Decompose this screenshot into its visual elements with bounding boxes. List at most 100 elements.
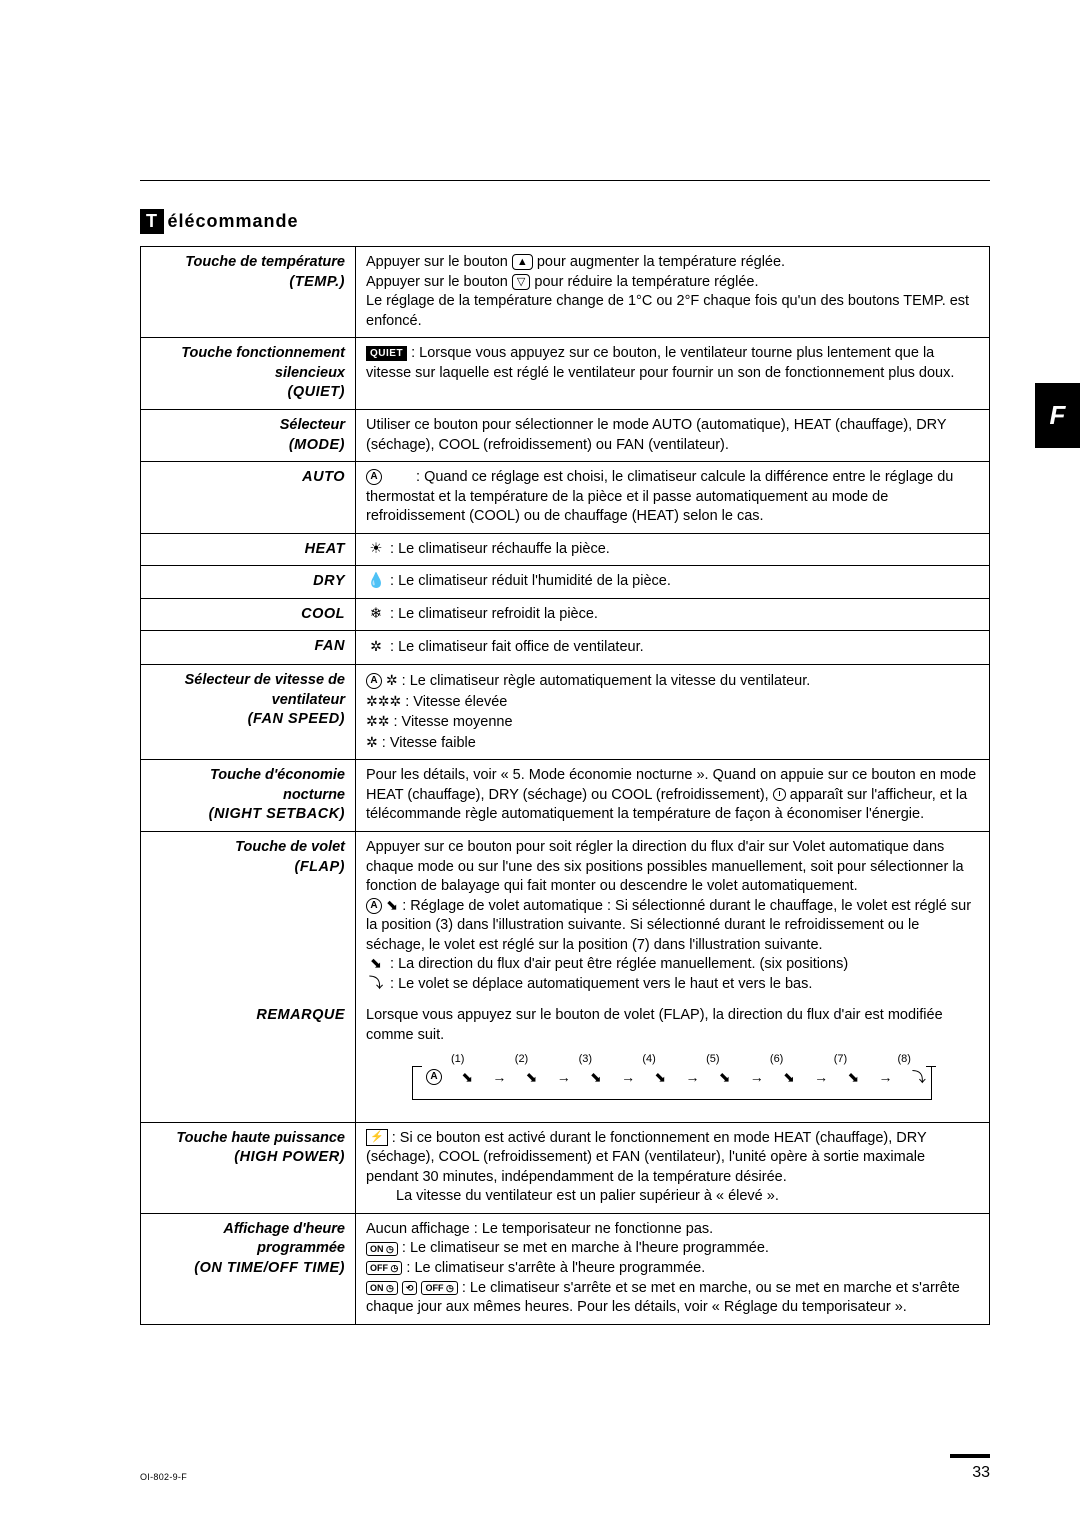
timer-l3: : Le climatiseur s'arrête à l'heure prog… xyxy=(406,1260,705,1276)
flap-b2: : La direction du flux d'air peut être r… xyxy=(390,956,848,972)
fanspeed-l2: : Vitesse élevée xyxy=(405,694,507,710)
side-tab: F xyxy=(1035,383,1080,448)
night-category: Touche d'économie nocturne xyxy=(151,766,345,805)
hipower-label: (HIGH POWER) xyxy=(234,1149,345,1165)
dry-icon: 💧 xyxy=(366,572,386,592)
repeat-icon: ⟲ xyxy=(402,1281,418,1295)
row-mode-fan: FAN ✲ : Le climatiseur fait office de ve… xyxy=(141,631,990,665)
dry-text: : Le climatiseur réduit l'humidité de la… xyxy=(390,573,671,589)
row-quiet: Touche fonctionnement silencieux (QUIET)… xyxy=(141,338,990,410)
off-timer-icon: OFF ◷ xyxy=(366,1261,402,1275)
auto-label: AUTO xyxy=(302,469,345,485)
fanspeed-auto-icon: A xyxy=(366,673,382,689)
temp-label: (TEMP.) xyxy=(289,274,345,290)
dry-label: DRY xyxy=(313,573,345,589)
flap-pos-3: (3) xyxy=(579,1052,592,1067)
heat-icon: ☀ xyxy=(366,540,386,560)
flap-pos-7: (7) xyxy=(834,1052,847,1067)
temp-line2b: pour réduire la température réglée. xyxy=(534,274,758,290)
title-rest: élécommande xyxy=(168,211,299,232)
fanspeed-med-icon: ✲✲ xyxy=(366,713,389,729)
timer-l1: Aucun affichage : Le temporisateur ne fo… xyxy=(366,1220,979,1240)
heat-label: HEAT xyxy=(305,541,345,557)
row-mode-auto: AUTO A : Quand ce réglage est choisi, le… xyxy=(141,462,990,534)
fanspeed-low-icon: ✲ xyxy=(366,734,378,750)
cool-text: : Le climatiseur refroidit la pièce. xyxy=(390,606,598,622)
flap-b1: : Réglage de volet automatique : Si séle… xyxy=(366,898,971,953)
flap-sweep-icon: ⤵ xyxy=(366,975,386,995)
flap-intro: Appuyer sur ce bouton pour soit régler l… xyxy=(366,838,979,897)
flap-pos-5: (5) xyxy=(706,1052,719,1067)
row-fanspeed: Sélecteur de vitesse de ventilateur (FAN… xyxy=(141,665,990,760)
temp-category: Touche de température xyxy=(151,253,345,273)
controls-table: Touche de température (TEMP.) Appuyer su… xyxy=(140,246,990,1325)
hipower-icon: ⚡ xyxy=(366,1129,388,1146)
flap-pos-icon-1: ⬊ xyxy=(382,898,398,914)
fanspeed-l4: : Vitesse faible xyxy=(382,735,476,751)
footer: OI-802-9-F 33 xyxy=(140,1454,990,1482)
night-moon-icon xyxy=(773,788,786,801)
flap-pos-6: (6) xyxy=(770,1052,783,1067)
fan-text: : Le climatiseur fait office de ventilat… xyxy=(390,639,644,655)
header-rule xyxy=(140,180,990,181)
flap-pos-2: (2) xyxy=(515,1052,528,1067)
fanspeed-category: Sélecteur de vitesse de ventilateur xyxy=(151,671,345,710)
flap-category: Touche de volet xyxy=(151,838,345,858)
flap-pos-4: (4) xyxy=(642,1052,655,1067)
page: T élécommande Touche de température (TEM… xyxy=(0,0,1080,1365)
temp-down-icon: ▽ xyxy=(512,274,530,290)
fanspeed-label: (FAN SPEED) xyxy=(248,711,345,727)
temp-line3: Le réglage de la température change de 1… xyxy=(366,292,979,331)
title-initial: T xyxy=(140,209,164,234)
quiet-badge-icon: QUIET xyxy=(366,346,407,362)
flap-label: (FLAP) xyxy=(294,859,345,875)
mode-category: Sélecteur xyxy=(151,416,345,436)
cool-icon: ❄ xyxy=(366,605,386,625)
quiet-text: : Lorsque vous appuyez sur ce bouton, le… xyxy=(366,345,954,381)
hipower-category: Touche haute puissance xyxy=(151,1129,345,1149)
row-temp: Touche de température (TEMP.) Appuyer su… xyxy=(141,247,990,338)
row-mode: Sélecteur (MODE) Utiliser ce bouton pour… xyxy=(141,409,990,461)
fan-label: FAN xyxy=(315,638,346,654)
timer-l2: : Le climatiseur se met en marche à l'he… xyxy=(402,1240,769,1256)
night-label: (NIGHT SETBACK) xyxy=(209,806,345,822)
fan-icon: ✲ xyxy=(366,637,386,656)
timer-label: (ON TIME/OFF TIME) xyxy=(194,1260,345,1276)
on-timer-icon: ON ◷ xyxy=(366,1242,398,1256)
row-flap: Touche de volet (FLAP) Appuyer sur ce bo… xyxy=(141,831,990,1000)
timer-category: Affichage d'heure programmée xyxy=(151,1220,345,1259)
quiet-label: (QUIET) xyxy=(288,384,345,400)
mode-label: (MODE) xyxy=(289,437,345,453)
fanspeed-hi-icon: ✲✲✲ xyxy=(366,693,401,709)
flap-pos-8: (8) xyxy=(897,1052,910,1067)
footer-bar xyxy=(950,1454,990,1458)
flap-remark-text: Lorsque vous appuyez sur le bouton de vo… xyxy=(366,1006,979,1045)
fanspeed-l1: : Le climatiseur règle automatiquement l… xyxy=(402,673,811,689)
temp-line2a: Appuyer sur le bouton xyxy=(366,274,508,290)
fanspeed-high-icon: ✲ xyxy=(382,672,398,688)
cool-label: COOL xyxy=(301,606,345,622)
flap-manual-icon: ⬊ xyxy=(366,955,386,975)
page-number: 33 xyxy=(972,1464,990,1481)
fanspeed-l3: : Vitesse moyenne xyxy=(394,714,513,730)
flap-remark-label: REMARQUE xyxy=(256,1007,345,1023)
row-hipower: Touche haute puissance (HIGH POWER) ⚡ : … xyxy=(141,1122,990,1213)
temp-line1a: Appuyer sur le bouton xyxy=(366,254,508,270)
flap-auto-icon: A xyxy=(366,898,382,914)
row-mode-cool: COOL ❄ : Le climatiseur refroidit la piè… xyxy=(141,598,990,631)
hipower-l1: : Si ce bouton est activé durant le fonc… xyxy=(366,1130,926,1185)
off-timer-icon: OFF ◷ xyxy=(421,1281,457,1295)
quiet-category: Touche fonctionnement silencieux xyxy=(151,344,345,383)
hipower-l2: La vitesse du ventilateur est un palier … xyxy=(366,1187,979,1207)
on-timer-icon: ON ◷ xyxy=(366,1281,398,1295)
flap-pos-1: (1) xyxy=(451,1052,464,1067)
heat-text: : Le climatiseur réchauffe la pièce. xyxy=(390,541,610,557)
row-mode-dry: DRY 💧 : Le climatiseur réduit l'humidité… xyxy=(141,566,990,599)
auto-text: : Quand ce réglage est choisi, le climat… xyxy=(366,469,953,524)
row-mode-heat: HEAT ☀ : Le climatiseur réchauffe la piè… xyxy=(141,533,990,566)
auto-icon: A xyxy=(366,469,382,485)
page-title: T élécommande xyxy=(140,209,990,234)
mode-desc: Utiliser ce bouton pour sélectionner le … xyxy=(356,409,990,461)
flap-b3: : Le volet se déplace automatiquement ve… xyxy=(390,976,812,992)
flap-diagram: (1) (2) (3) (4) (5) (6) (7) (8) A ⬊→ ⬊→ xyxy=(426,1054,926,1114)
